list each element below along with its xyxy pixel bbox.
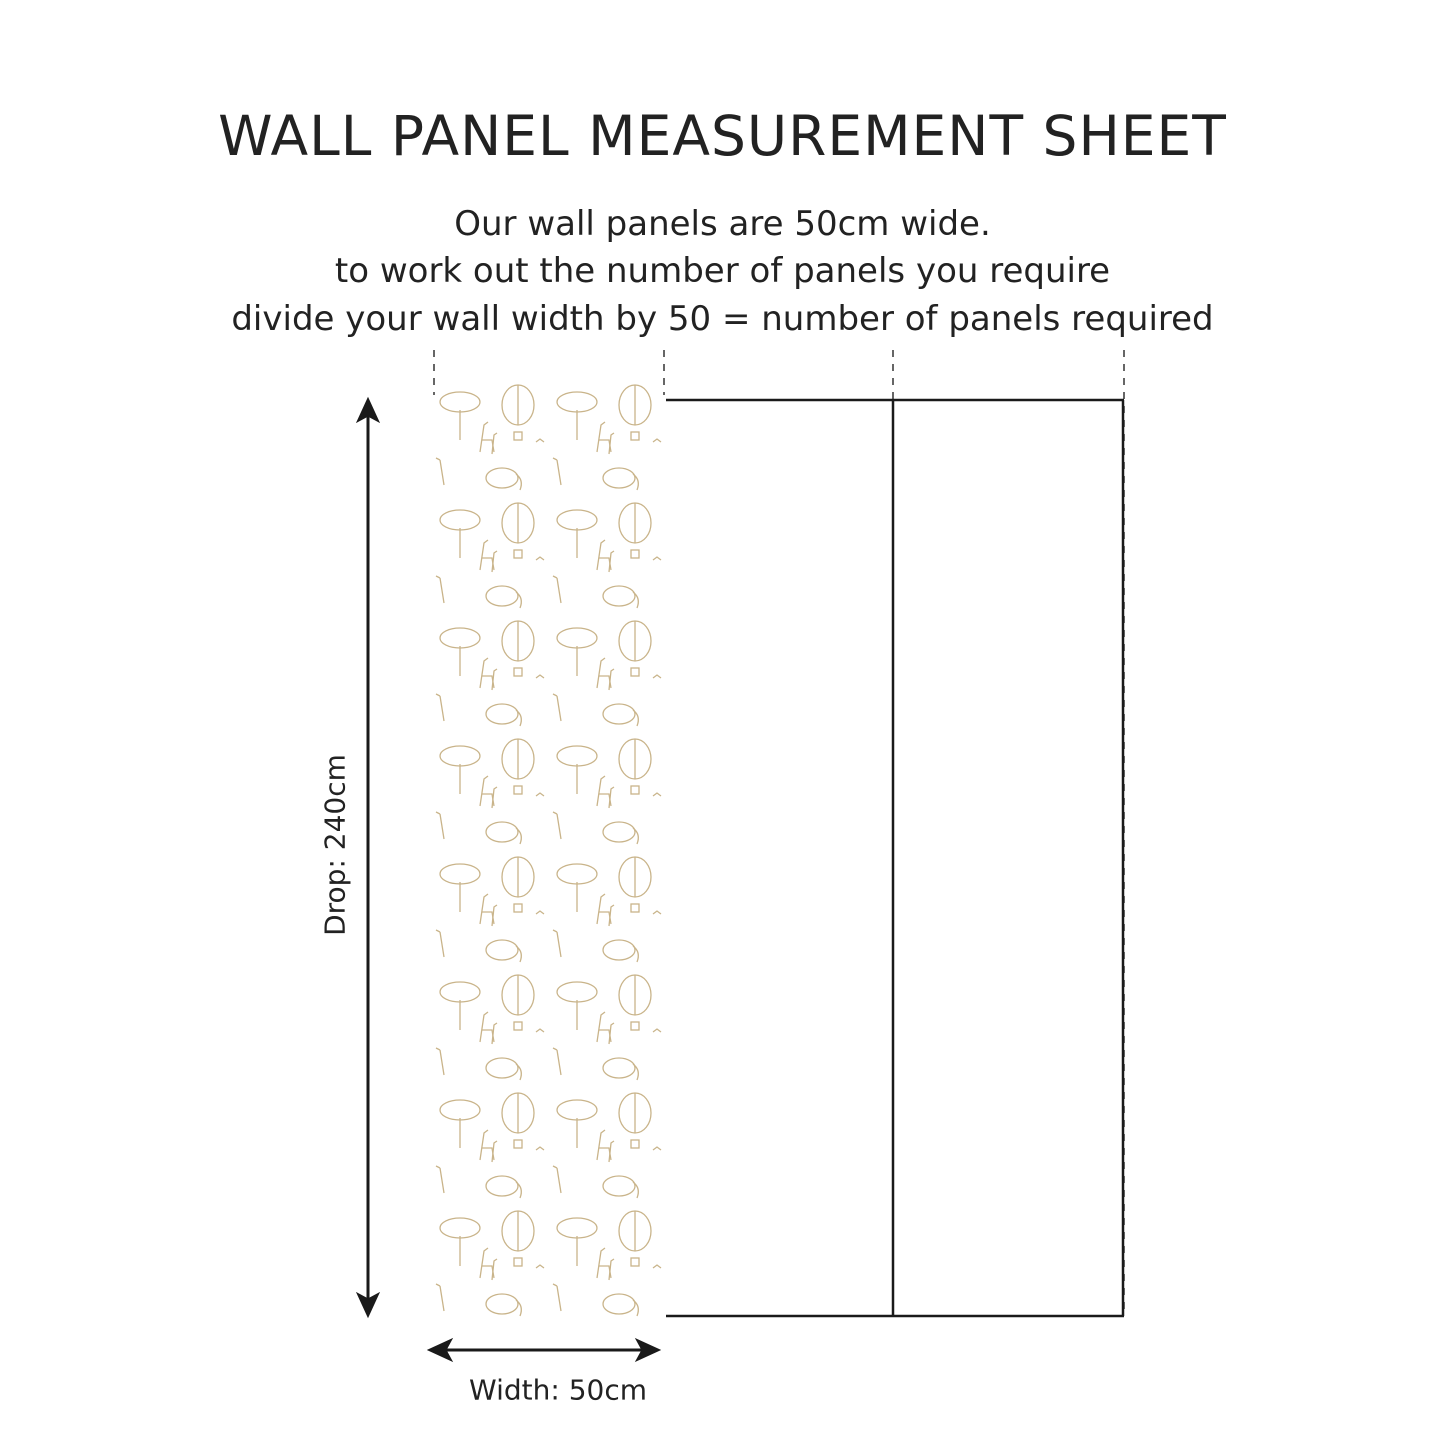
drop-label: Drop: 240cm bbox=[318, 754, 352, 936]
width-label: Width: 50cm bbox=[469, 1373, 647, 1407]
instruction-line-3: divide your wall width by 50 = number of… bbox=[231, 299, 1214, 339]
page-title: WALL PANEL MEASUREMENT SHEET bbox=[218, 104, 1227, 168]
instruction-line-1: Our wall panels are 50cm wide. bbox=[454, 204, 991, 244]
drop-arrow bbox=[355, 396, 381, 1319]
instruction-line-2: to work out the number of panels you req… bbox=[334, 251, 1111, 291]
empty-panels-outline bbox=[666, 398, 1125, 1318]
width-arrow bbox=[426, 1337, 662, 1363]
wallpaper-panel bbox=[432, 380, 666, 1322]
